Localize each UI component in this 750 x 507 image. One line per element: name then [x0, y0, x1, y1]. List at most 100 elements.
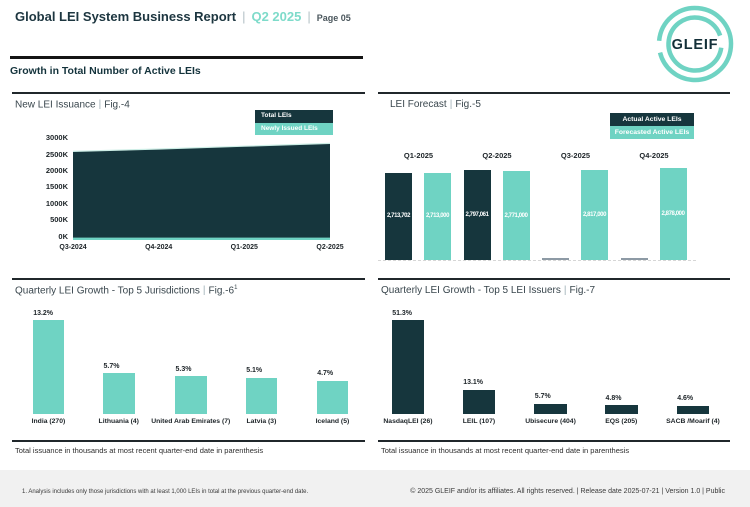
chart-title-forecast: LEI Forecast | Fig.-5: [390, 99, 481, 110]
chart-title-issuers: Quarterly LEI Growth - Top 5 LEI Issuers…: [381, 285, 595, 296]
title-separator: |: [563, 285, 567, 296]
copyright-line: © 2025 GLEIF and/or its affiliates. All …: [410, 488, 725, 495]
y-tick-label: 3000K: [45, 133, 68, 143]
bar-value-label: 2,771,000: [504, 212, 528, 219]
percent-label: 51.3%: [392, 309, 413, 317]
percent-label: 5.7%: [534, 393, 551, 401]
y-tick-label: 2000K: [45, 165, 68, 175]
report-title: Global LEI System Business Report: [15, 9, 237, 24]
chart-title-text: Quarterly LEI Growth - Top 5 Jurisdictio…: [15, 285, 200, 297]
legend-forecasted-active-leis: Forecasted Active LEIs: [610, 126, 694, 139]
title-separator: |: [98, 99, 102, 111]
growth-bar: [316, 380, 349, 414]
x-tick-label: Q3-2024: [59, 244, 87, 251]
y-tick-label: 1000K: [45, 198, 68, 208]
header-separator: |: [242, 9, 246, 24]
panel-new-lei-issuance: New LEI Issuance | Fig.-4 Total LEIs Newly…: [12, 92, 365, 272]
category-label: India (270): [31, 418, 66, 425]
legend-newly-issued-leis: Newly Issued LEIs: [255, 122, 333, 135]
x-tick-label: Q2-2025: [316, 244, 344, 251]
forecast-bar: 2,713,000: [424, 172, 451, 260]
category-label: Lithuania (4): [98, 418, 139, 425]
bar-value-label: 2,713,702: [386, 213, 411, 220]
category-label: Latvia (3): [246, 418, 277, 425]
y-tick-label: 500K: [50, 215, 68, 225]
logo-outer-ring: [656, 5, 734, 83]
x-tick-label: Q4-2024: [145, 244, 173, 251]
panel-divider: [378, 440, 730, 442]
growth-bar: [175, 376, 207, 414]
bar-value-label: 2,878,000: [661, 210, 685, 217]
forecast-legend: Actual Active LEIs Forecasted Active LEI…: [610, 113, 694, 139]
category-label: NasdaqLEI (26): [383, 418, 433, 425]
panel-top5-jurisdictions: Quarterly LEI Growth - Top 5 Jurisdictio…: [12, 278, 365, 458]
actual-bar: 2,713,702: [385, 172, 412, 260]
logo-text: GLEIF: [672, 37, 719, 53]
percent-label: 13.1%: [463, 379, 484, 387]
growth-bar: [103, 373, 135, 414]
growth-bar: [32, 320, 65, 414]
chart-title-jurisdictions: Quarterly LEI Growth - Top 5 Jurisdictio…: [15, 285, 237, 296]
growth-bar: [676, 405, 710, 414]
forecast-quarter-label: Q4-2025: [639, 151, 669, 160]
section-rule: [10, 56, 363, 59]
bar-value-label: 2,713,000: [425, 213, 450, 220]
legend-total-leis: Total LEIs: [255, 110, 333, 123]
figure-number: Fig.-4: [104, 99, 130, 111]
report-period: Q2 2025: [251, 9, 302, 24]
footnote-analysis: 1. Analysis includes only those jurisdic…: [22, 489, 309, 495]
gleif-logo: GLEIF: [656, 5, 734, 83]
section-title: Growth in Total Number of Active LEIs: [10, 65, 201, 77]
category-label: Ubisecure (404): [525, 418, 576, 425]
forecast-baseline: [378, 260, 696, 261]
chart-title-issuance: New LEI Issuance | Fig.-4: [15, 99, 130, 110]
chart-title-text: LEI Forecast: [390, 99, 447, 110]
chart-title-text: New LEI Issuance: [15, 99, 96, 111]
growth-bar: [534, 403, 567, 414]
legend-actual-active-leis: Actual Active LEIs: [610, 113, 694, 126]
forecast-quarter-label: Q2-2025: [482, 151, 512, 160]
page-number: Page 05: [316, 13, 351, 23]
jurisdictions-footnote: Total issuance in thousands at most rece…: [15, 446, 264, 455]
forecast-bar: 2,878,000: [659, 167, 687, 260]
missing-actual-placeholder: [620, 258, 648, 260]
percent-label: 13.2%: [33, 309, 54, 317]
percent-label: 4.7%: [317, 370, 334, 378]
category-label: EQS (205): [605, 418, 638, 425]
issuance-legend: Total LEIs Newly Issued LEIs: [255, 110, 333, 135]
figure-number: Fig.-7: [569, 285, 596, 296]
total-leis-top-edge: [73, 142, 330, 152]
chart-title-text: Quarterly LEI Growth - Top 5 LEI Issuers: [381, 285, 561, 296]
actual-bar: 2,797,061: [463, 170, 491, 260]
panel-divider: [12, 440, 365, 442]
figure-number: Fig.-6: [208, 285, 235, 297]
y-tick-label: 1500K: [45, 182, 68, 192]
issuance-area-svg: [73, 142, 330, 240]
total-leis-area: [73, 143, 330, 240]
percent-label: 5.3%: [175, 365, 192, 373]
percent-label: 4.6%: [677, 395, 694, 403]
forecast-quarter-label: Q1-2025: [403, 151, 434, 160]
report-header: Global LEI System Business Report | Q2 202…: [15, 8, 351, 26]
forecast-quarter-label: Q3-2025: [560, 151, 591, 160]
header-separator: |: [307, 9, 311, 24]
forecast-bar: 2,771,000: [502, 171, 530, 260]
forecast-bar: 2,817,000: [581, 169, 608, 260]
missing-actual-placeholder: [542, 258, 569, 260]
percent-label: 5.7%: [103, 362, 120, 370]
newly-issued-strip: [73, 237, 330, 240]
category-label: LEIL (107): [462, 418, 496, 425]
panel-top5-lei-issuers: Quarterly LEI Growth - Top 5 LEI Issuers…: [378, 278, 730, 458]
figure-superscript: 1: [234, 285, 238, 291]
bar-value-label: 2,817,000: [582, 211, 607, 218]
category-label: Iceland (5): [315, 418, 350, 425]
footer: 1. Analysis includes only those jurisdic…: [0, 470, 750, 507]
title-separator: |: [202, 285, 206, 297]
bar-value-label: 2,797,061: [465, 212, 489, 219]
growth-bar: [462, 389, 496, 414]
category-label: United Arab Emirates (7): [151, 418, 231, 425]
figure-number: Fig.-5: [455, 99, 481, 110]
growth-bar: [605, 405, 638, 414]
percent-label: 4.8%: [605, 394, 622, 402]
